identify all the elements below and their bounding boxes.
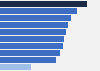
Bar <box>0 50 60 56</box>
Bar <box>0 57 56 63</box>
Bar <box>0 64 31 70</box>
Bar <box>0 22 68 28</box>
Bar <box>0 1 87 7</box>
Bar <box>0 36 64 42</box>
Bar <box>0 29 66 35</box>
Bar <box>0 8 77 14</box>
Bar <box>0 15 71 21</box>
Bar <box>0 43 63 49</box>
